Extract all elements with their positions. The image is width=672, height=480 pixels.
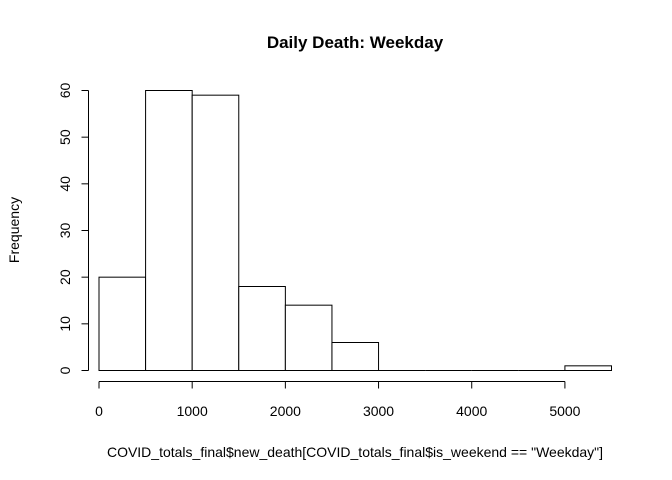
y-tick-label-6: 60 (57, 83, 73, 99)
y-tick-label-2: 20 (57, 269, 73, 285)
histogram-bar-5 (331, 342, 380, 371)
chart-title: Daily Death: Weekday (267, 33, 444, 52)
bars-group (98, 90, 613, 372)
y-tick-label-0: 0 (57, 366, 73, 374)
histogram-bar-1 (145, 90, 193, 371)
x-axis-label: COVID_totals_final$new_death[COVID_total… (107, 444, 603, 460)
y-tick-label-3: 30 (57, 223, 73, 239)
y-tick-label-1: 10 (57, 316, 73, 332)
x-tick-label-5: 5000 (549, 403, 580, 419)
histogram-bar-4 (284, 304, 333, 371)
histogram-bar-2 (191, 94, 240, 372)
x-tick-label-4: 4000 (456, 403, 487, 419)
y-tick-label-4: 40 (57, 176, 73, 192)
histogram-bar-10 (564, 365, 613, 372)
x-tick-label-2: 2000 (270, 403, 301, 419)
x-axis: 0 1000 2000 3000 4000 5000 (95, 381, 581, 419)
y-axis: 0 10 20 30 40 50 60 (57, 83, 89, 374)
y-axis-label: Frequency (6, 197, 22, 263)
x-tick-label-3: 3000 (363, 403, 394, 419)
histogram-bar-0 (98, 276, 147, 371)
x-tick-label-0: 0 (95, 403, 103, 419)
y-tick-label-5: 50 (57, 129, 73, 145)
histogram-bar-3 (238, 286, 286, 371)
x-tick-label-1: 1000 (177, 403, 208, 419)
